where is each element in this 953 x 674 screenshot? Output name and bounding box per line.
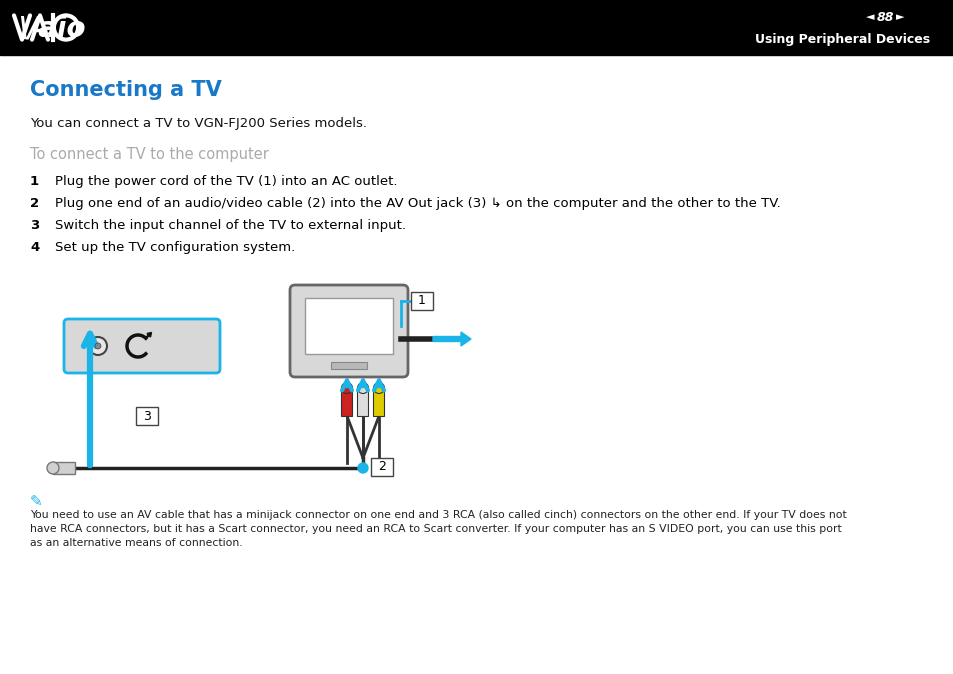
Bar — [136, 407, 158, 425]
Bar — [331, 362, 367, 369]
Text: 88: 88 — [876, 11, 893, 24]
Bar — [374, 388, 384, 416]
Text: Set up the TV configuration system.: Set up the TV configuration system. — [55, 241, 294, 254]
Circle shape — [95, 343, 101, 349]
Bar — [53, 462, 75, 474]
FancyArrow shape — [433, 332, 471, 346]
Text: 1: 1 — [30, 175, 39, 188]
Circle shape — [89, 337, 107, 355]
Text: You need to use an AV cable that has a minijack connector on one end and 3 RCA (: You need to use an AV cable that has a m… — [30, 510, 846, 520]
Text: 3: 3 — [30, 219, 39, 232]
Text: 1: 1 — [417, 295, 425, 307]
Text: 4: 4 — [30, 241, 39, 254]
Text: ◄: ◄ — [864, 13, 873, 23]
Text: ►: ► — [895, 13, 903, 23]
Text: To connect a TV to the computer: To connect a TV to the computer — [30, 147, 269, 162]
Text: \/aio: \/aio — [18, 15, 86, 42]
Circle shape — [357, 383, 368, 394]
Text: 3: 3 — [143, 410, 151, 423]
Circle shape — [357, 463, 368, 473]
Text: 2: 2 — [30, 197, 39, 210]
FancyBboxPatch shape — [290, 285, 408, 377]
Text: ✎: ✎ — [30, 494, 43, 509]
Bar — [0, 0, 953, 55]
Circle shape — [374, 383, 384, 394]
Text: You can connect a TV to VGN-FJ200 Series models.: You can connect a TV to VGN-FJ200 Series… — [30, 117, 367, 130]
FancyBboxPatch shape — [64, 319, 220, 373]
Text: Using Peripheral Devices: Using Peripheral Devices — [754, 33, 929, 46]
Circle shape — [341, 383, 352, 394]
Circle shape — [47, 462, 59, 474]
Bar — [341, 388, 352, 416]
Bar — [357, 388, 368, 416]
Text: Switch the input channel of the TV to external input.: Switch the input channel of the TV to ex… — [55, 219, 406, 232]
Text: 2: 2 — [377, 460, 386, 474]
Text: have RCA connectors, but it has a Scart connector, you need an RCA to Scart conv: have RCA connectors, but it has a Scart … — [30, 524, 841, 534]
Text: Connecting a TV: Connecting a TV — [30, 80, 221, 100]
Text: Plug one end of an audio/video cable (2) into the AV Out jack (3) ↳ on the compu: Plug one end of an audio/video cable (2)… — [55, 197, 780, 210]
Text: Plug the power cord of the TV (1) into an AC outlet.: Plug the power cord of the TV (1) into a… — [55, 175, 397, 188]
Bar — [371, 458, 393, 476]
Bar — [411, 292, 433, 310]
Bar — [305, 298, 393, 354]
Text: as an alternative means of connection.: as an alternative means of connection. — [30, 538, 242, 548]
FancyArrow shape — [145, 332, 152, 338]
